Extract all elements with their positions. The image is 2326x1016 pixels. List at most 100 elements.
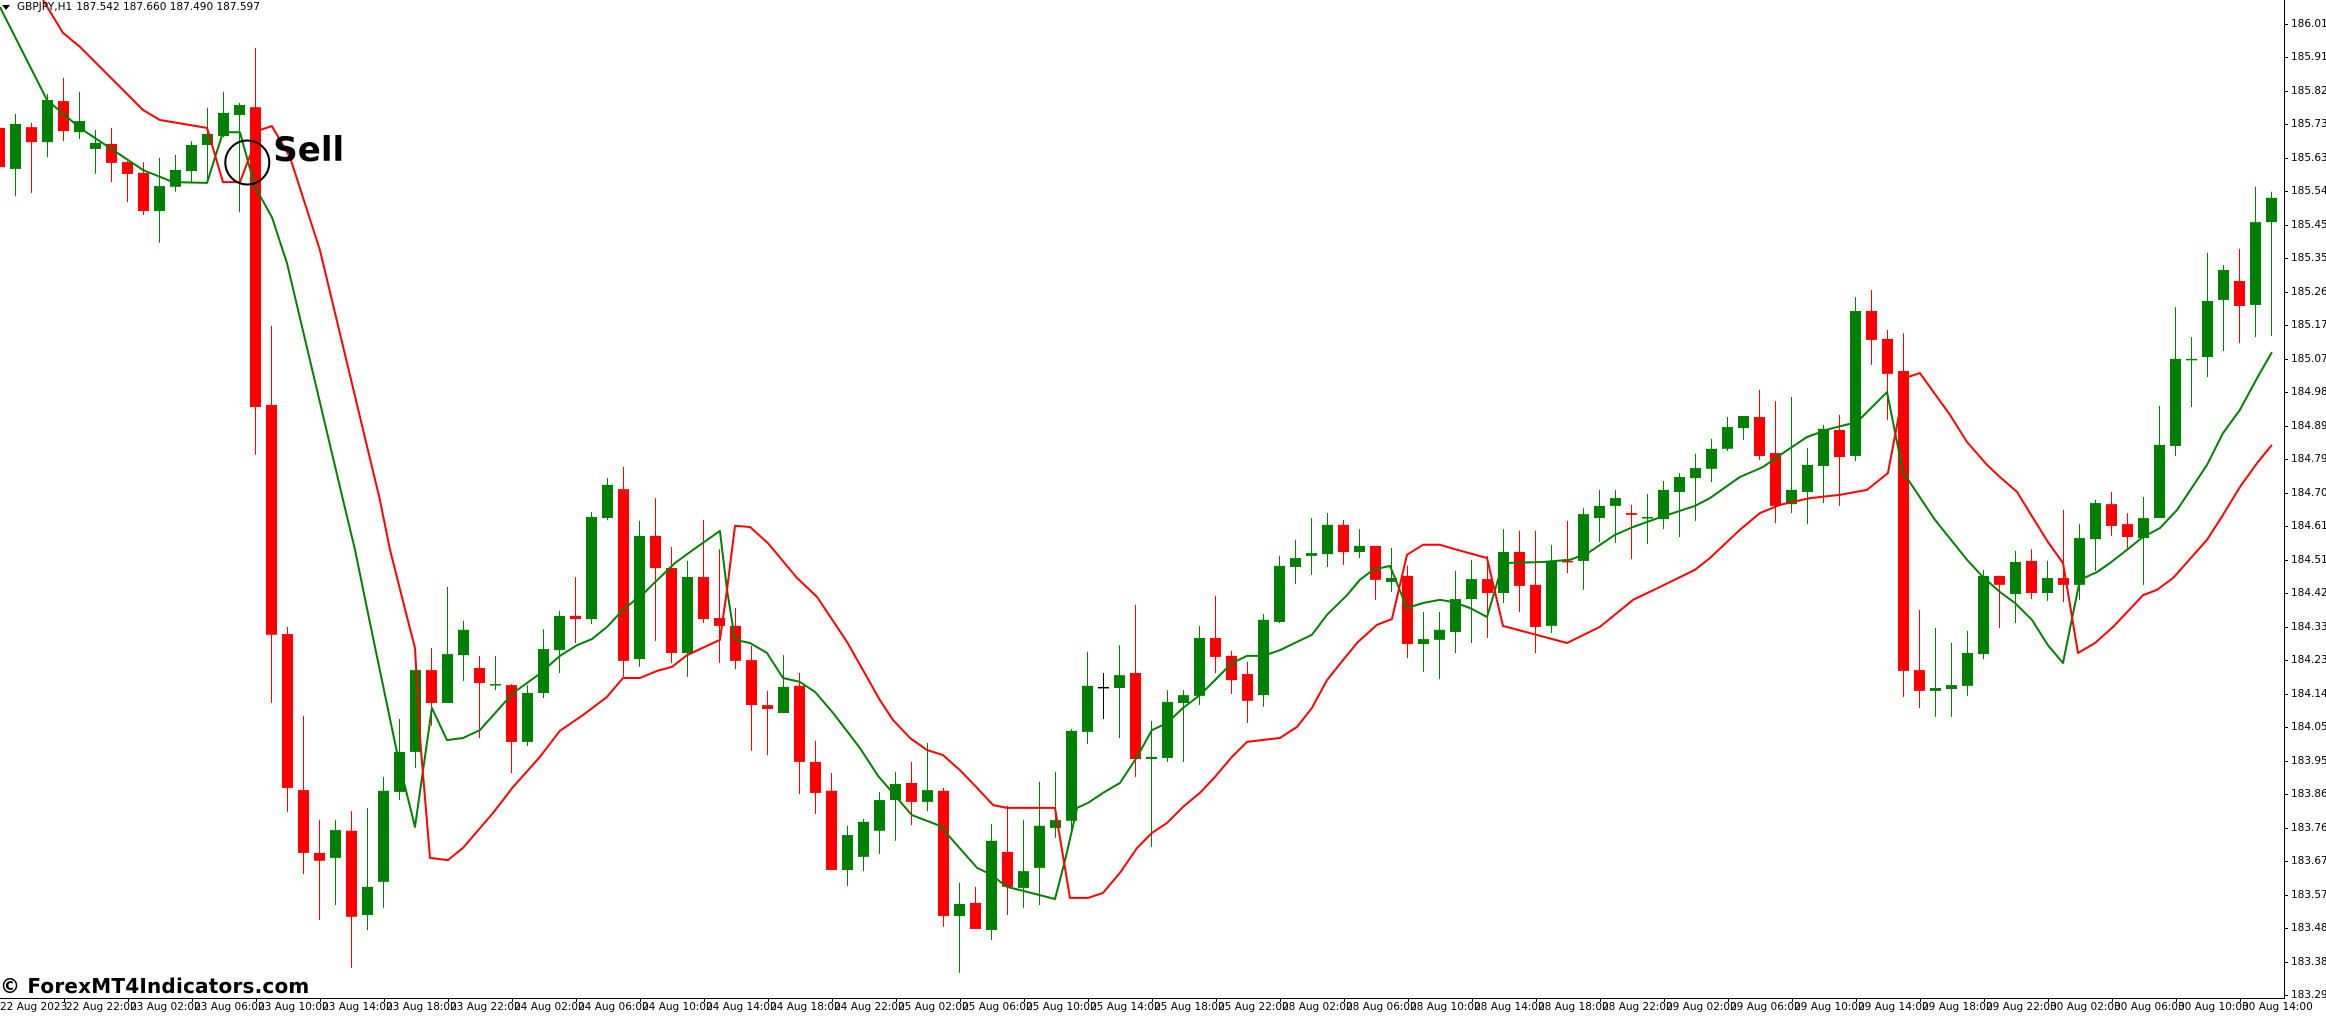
time-label: 23 Aug 10:00 bbox=[258, 1001, 329, 1013]
candle-body bbox=[1850, 311, 1861, 456]
candle bbox=[74, 91, 85, 139]
candle bbox=[714, 549, 725, 664]
candle bbox=[2250, 186, 2261, 338]
candle bbox=[1274, 555, 1285, 624]
candle-body bbox=[1018, 871, 1029, 888]
price-tick bbox=[2284, 292, 2288, 293]
candle-body bbox=[698, 576, 709, 620]
time-tick bbox=[64, 998, 65, 1002]
ohlc-values: 187.542 187.660 187.490 187.597 bbox=[76, 1, 260, 13]
candle bbox=[922, 742, 933, 812]
candle bbox=[858, 819, 869, 872]
candle-body bbox=[1354, 545, 1365, 552]
candle bbox=[1722, 417, 1733, 451]
candle-body bbox=[1834, 429, 1845, 458]
candle bbox=[1562, 520, 1573, 574]
candle-body bbox=[266, 404, 277, 635]
candle-body bbox=[1290, 558, 1301, 567]
candle-body bbox=[170, 170, 181, 187]
candle-body bbox=[1082, 685, 1093, 732]
price-tick bbox=[2284, 828, 2288, 829]
price-tick bbox=[2284, 459, 2288, 460]
time-tick bbox=[1920, 998, 1921, 1002]
candle-body bbox=[922, 790, 933, 802]
candle bbox=[1370, 545, 1381, 600]
time-tick bbox=[1216, 998, 1217, 1002]
candle bbox=[1418, 611, 1429, 672]
time-tick bbox=[1600, 998, 1601, 1002]
time-label: 22 Aug 2023 bbox=[0, 1001, 68, 1013]
candle-body bbox=[378, 790, 389, 882]
candle-body bbox=[202, 133, 213, 146]
time-label: 25 Aug 22:00 bbox=[1218, 1001, 1289, 1013]
candle-body bbox=[506, 685, 517, 742]
candle-body bbox=[1690, 468, 1701, 479]
time-tick bbox=[2240, 998, 2241, 1002]
candle bbox=[554, 610, 565, 673]
price-label: 186.010 bbox=[2291, 18, 2326, 30]
candle bbox=[842, 825, 853, 887]
time-label: 23 Aug 18:00 bbox=[386, 1001, 457, 1013]
candle bbox=[1258, 614, 1269, 707]
candle-body bbox=[1898, 370, 1909, 671]
candle-body bbox=[314, 852, 325, 861]
candle-body bbox=[1770, 453, 1781, 506]
candle bbox=[1498, 529, 1509, 604]
candle bbox=[1146, 720, 1157, 847]
candle bbox=[1018, 820, 1029, 908]
candle bbox=[970, 886, 981, 929]
candle bbox=[1530, 530, 1541, 654]
candle-body bbox=[586, 516, 597, 620]
dropdown-triangle-icon[interactable] bbox=[2, 4, 10, 10]
candle-body bbox=[714, 618, 725, 626]
candle bbox=[1002, 805, 1013, 916]
candle-body bbox=[362, 886, 373, 916]
candle-body bbox=[2218, 269, 2229, 300]
time-label: 24 Aug 14:00 bbox=[706, 1001, 777, 1013]
candle bbox=[1898, 333, 1909, 697]
candle bbox=[682, 560, 693, 677]
time-tick bbox=[1344, 998, 1345, 1002]
price-tick bbox=[2284, 124, 2288, 125]
candle bbox=[1034, 781, 1045, 906]
price-tick bbox=[2284, 895, 2288, 896]
candle-body bbox=[474, 668, 485, 683]
candle-body bbox=[1194, 638, 1205, 696]
candle bbox=[2186, 337, 2197, 408]
time-tick bbox=[1472, 998, 1473, 1002]
candle bbox=[1210, 595, 1221, 673]
candle-body bbox=[1034, 825, 1045, 868]
candle bbox=[378, 776, 389, 908]
candle-body bbox=[122, 162, 133, 174]
price-plot[interactable] bbox=[0, 0, 2284, 998]
candle-body bbox=[1706, 448, 1717, 469]
time-label: 25 Aug 10:00 bbox=[1026, 1001, 1097, 1013]
candle bbox=[1226, 650, 1237, 695]
time-tick bbox=[768, 998, 769, 1002]
time-label: 28 Aug 18:00 bbox=[1538, 1001, 1609, 1013]
candle bbox=[314, 820, 325, 921]
time-label: 28 Aug 02:00 bbox=[1282, 1001, 1353, 1013]
candle bbox=[346, 811, 357, 968]
time-tick bbox=[576, 998, 577, 1002]
candle-body bbox=[1498, 551, 1509, 594]
candle bbox=[874, 791, 885, 854]
candle-body bbox=[1050, 820, 1061, 828]
candle-body bbox=[954, 903, 965, 917]
price-label: 185.540 bbox=[2291, 185, 2326, 197]
candle-body bbox=[330, 830, 341, 858]
time-label: 29 Aug 14:00 bbox=[1858, 1001, 1929, 1013]
candle-body bbox=[1530, 584, 1541, 627]
candle bbox=[602, 478, 613, 521]
candle-body bbox=[90, 142, 101, 149]
price-label: 184.795 bbox=[2291, 453, 2326, 465]
time-tick bbox=[1664, 998, 1665, 1002]
time-tick bbox=[896, 998, 897, 1002]
price-tick bbox=[2284, 526, 2288, 527]
candle-body bbox=[986, 840, 997, 931]
time-label: 29 Aug 22:00 bbox=[1986, 1001, 2057, 1013]
candle bbox=[1642, 494, 1653, 545]
watermark: © ForexMT4Indicators.com bbox=[0, 974, 310, 998]
candle-body bbox=[1322, 524, 1333, 555]
